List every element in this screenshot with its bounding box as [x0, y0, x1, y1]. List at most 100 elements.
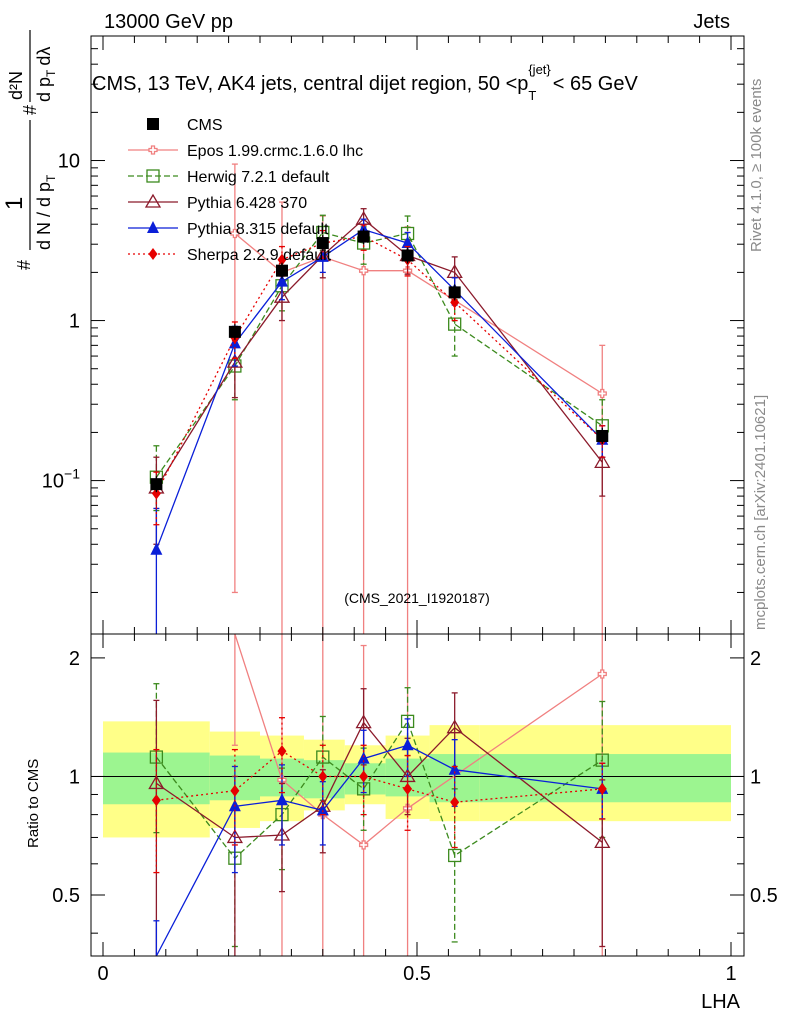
main-data-point [401, 236, 414, 249]
plot-title-main: CMS, 13 TeV, AK4 jets, central dijet reg… [92, 73, 528, 95]
ratio-y-tick-label-left: 2 [69, 648, 80, 670]
main-data-point [226, 353, 244, 368]
main-data-point [275, 274, 288, 287]
legend-marker [148, 248, 158, 260]
ratio-y-tick-label-left: 0.5 [52, 885, 80, 907]
plot-title-sup: {jet} [528, 62, 551, 77]
ratio-series-line [155, 719, 603, 860]
ratio-y-tick-label-right: 0.5 [750, 885, 778, 907]
ratio-data-point [355, 714, 372, 729]
ratio-series-line [156, 721, 603, 843]
ratio-data-point [359, 770, 369, 783]
ratio-data-point [401, 738, 414, 751]
ratio-data-point [597, 782, 607, 795]
cms-data-point [448, 286, 461, 299]
y-axis-label: # 1 d N / d pT # d²N d pTdλ [1, 30, 58, 270]
legend-marker [147, 118, 159, 130]
main-series-line [155, 231, 603, 478]
cms-data-point [357, 230, 370, 243]
legend-label: Sherpa 2.2.9 default [187, 247, 332, 264]
main-data-point [594, 454, 611, 469]
ratio-data-point [230, 784, 240, 797]
main-data-point [358, 266, 369, 276]
cms-data-point [228, 325, 241, 338]
series-2 [148, 208, 611, 956]
y-label-hash: # [14, 260, 34, 270]
ratio-data-point [148, 775, 165, 790]
legend-label: Herwig 7.2.1 default [187, 169, 330, 186]
cms-data-point [275, 264, 288, 277]
main-data-point [277, 253, 287, 266]
main-y-tick-label: 10−1 [42, 466, 80, 493]
cms-data-point [401, 249, 414, 262]
legend-entry-2: Pythia 6.428 370 [128, 193, 307, 212]
cms-data-layer [150, 228, 609, 493]
main-data-point [230, 228, 240, 239]
main-y-tick-label: 1 [69, 311, 80, 333]
main-series-line [234, 232, 603, 395]
main-series-line [155, 235, 603, 494]
cms-data-point [596, 429, 609, 442]
x-tick-label: 0 [97, 963, 108, 985]
legend-marker [144, 193, 162, 208]
ratio-y-tick-label-left: 1 [69, 766, 80, 788]
main-series-line [155, 228, 603, 550]
ratio-data-point [357, 751, 370, 764]
ratio-data-point [450, 796, 460, 809]
plot-title-sub: T [528, 88, 536, 103]
ratio-data-point [594, 834, 611, 849]
ratio-y-tick-label-right: 2 [750, 648, 761, 670]
ratio-data-point [446, 719, 463, 734]
ratio-data-point [448, 848, 462, 863]
legend-entry-4: Sherpa 2.2.9 default [128, 247, 332, 264]
ratio-data-point [277, 745, 287, 758]
mcplots-source-label: mcplots.cern.ch [arXiv:2401.10621] [752, 395, 769, 630]
legend-entry-1: Herwig 7.2.1 default [128, 169, 330, 186]
ratio-series-line [156, 750, 603, 803]
y-label-dn: d N / d pT [34, 174, 58, 250]
main-series-line [155, 218, 603, 489]
main-data-point [150, 542, 163, 555]
analysis-watermark: (CMS_2021_I1920187) [344, 590, 490, 606]
legend-entry-3: Pythia 8.315 default [128, 221, 329, 238]
cms-data-point [316, 237, 329, 250]
series-3 [150, 218, 609, 957]
ratio-data-point [316, 803, 329, 816]
main-y-tick-label: 10 [58, 151, 80, 173]
legend-marker [147, 221, 159, 233]
ratio-uncertainty-bands [103, 721, 731, 838]
ratio-data-point [597, 669, 607, 679]
plot-title-end: < 65 GeV [553, 73, 639, 95]
x-tick-label: 1 [725, 963, 736, 985]
main-data-point [450, 296, 460, 309]
axes-layer: 0 0.5 1 10−1 1 10 0.5 0.5 1 1 2 2 [42, 35, 778, 985]
ratio-y-tick-label-right: 1 [750, 766, 761, 788]
legend-marker [148, 145, 158, 155]
ratio-y-label: Ratio to CMS [25, 759, 42, 848]
main-data-point [597, 388, 607, 399]
legend-entry-cms: CMS [147, 117, 223, 134]
header-process-label: 13000 GeV pp [104, 11, 233, 33]
main-data-point [273, 288, 291, 303]
legend-label: Pythia 8.315 default [187, 221, 329, 238]
ratio-series-line [234, 633, 603, 846]
main-data-point [151, 487, 161, 500]
x-tick-label: 0.5 [403, 963, 431, 985]
ratio-series-line [155, 744, 603, 957]
y-label-dpt-dl: d pTdλ [34, 47, 58, 102]
cms-data-point [150, 478, 163, 491]
series-layer [148, 163, 611, 957]
x-axis-label: LHA [701, 991, 741, 1013]
ratio-data-point [403, 782, 413, 795]
ratio-data-point [448, 762, 461, 775]
ratio-data-point [275, 793, 288, 806]
legend-entry-0: Epos 1.99.crmc.1.6.0 lhc [128, 143, 363, 160]
ratio-data-point [318, 770, 328, 783]
legend-label: Epos 1.99.crmc.1.6.0 lhc [187, 143, 363, 160]
y-label-one: 1 [1, 197, 28, 210]
legend-label: CMS [187, 117, 223, 134]
ratio-data-point [151, 794, 161, 807]
rivet-version-label: Rivet 4.1.0, ≥ 100k events [748, 79, 765, 252]
header-jets-label: Jets [693, 11, 730, 33]
